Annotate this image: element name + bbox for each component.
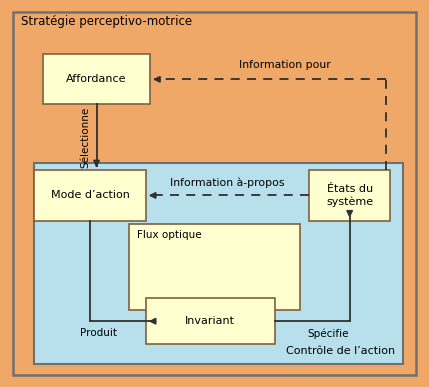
Text: Invariant: Invariant (185, 316, 235, 326)
Text: Spécifie: Spécifie (308, 328, 349, 339)
Text: Produit: Produit (80, 328, 117, 338)
Text: Information pour: Information pour (239, 60, 331, 70)
Text: Information à-propos: Information à-propos (170, 178, 284, 188)
Text: États du
système: États du système (326, 184, 373, 207)
Bar (43, 54, 150, 104)
Text: Flux optique: Flux optique (137, 230, 202, 240)
Text: Stratégie perceptivo-motrice: Stratégie perceptivo-motrice (21, 15, 193, 29)
Bar (146, 298, 275, 344)
Bar (34, 170, 146, 221)
Bar (309, 170, 390, 221)
Text: Affordance: Affordance (66, 74, 127, 84)
Bar (34, 163, 403, 364)
Text: Mode d’action: Mode d’action (51, 190, 130, 200)
Bar (129, 224, 300, 310)
Text: Contrôle de l’action: Contrôle de l’action (286, 346, 395, 356)
Text: Sélectionne: Sélectionne (81, 107, 91, 168)
